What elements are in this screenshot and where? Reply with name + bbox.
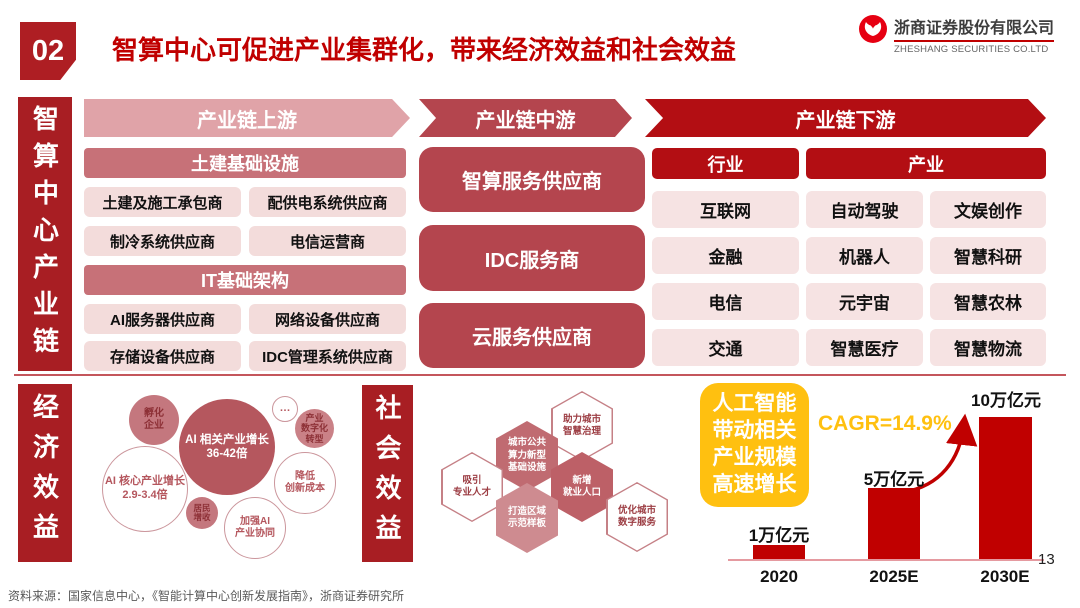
- upstream-item: 配供电系统供应商: [249, 187, 406, 217]
- bar-2020: [753, 544, 805, 559]
- upstream-item: 制冷系统供应商: [84, 226, 241, 256]
- midstream-item: IDC服务商: [419, 225, 645, 291]
- bar-value-label: 5万亿元: [863, 470, 925, 489]
- upstream-item: 土建及施工承包商: [84, 187, 241, 217]
- bubble-digital-transform: 产业 数字化 转型: [295, 409, 334, 448]
- company-logo: 浙商证券股份有限公司 ZHESHANG SECURITIES CO.LTD: [858, 14, 1055, 55]
- logo-text: 浙商证券股份有限公司 ZHESHANG SECURITIES CO.LTD: [894, 14, 1055, 55]
- downstream-item: 互联网: [652, 191, 799, 228]
- downstream-item: 智慧农林: [930, 283, 1046, 320]
- company-name-cn: 浙商证券股份有限公司: [894, 20, 1055, 37]
- upstream-item: AI服务器供应商: [84, 304, 241, 334]
- hex-new-employment: 新增 就业人口: [551, 452, 613, 522]
- bubble-resident-income: 居民 增收: [186, 497, 218, 529]
- downstream-item: 文娱创作: [930, 191, 1046, 228]
- hex-smart-governance: 助力城市 智慧治理: [551, 391, 613, 461]
- downstream-item: 智慧科研: [930, 237, 1046, 274]
- bar-2030e: [979, 417, 1032, 559]
- logo-underline: [894, 40, 1055, 42]
- downstream-item: 电信: [652, 283, 799, 320]
- bar-value-label: 10万亿元: [971, 391, 1041, 410]
- upstream-item: 电信运营商: [249, 226, 406, 256]
- downstream-item: 智慧医疗: [806, 329, 923, 366]
- upstream-arrow: 产业链上游: [84, 99, 410, 137]
- bubble-ai-related-growth: AI 相关产业增长 36-42倍: [179, 399, 275, 495]
- bar-value-label: 1万亿元: [748, 526, 810, 545]
- section-number-badge: 02: [20, 22, 76, 80]
- midstream-item: 云服务供应商: [419, 303, 645, 368]
- economic-side-label: 经济效益: [18, 384, 72, 562]
- hex-public-computing-infra: 城市公共 算力新型 基础设施: [496, 421, 558, 491]
- midstream-arrow: 产业链中游: [419, 99, 632, 137]
- bar-2025e: [868, 488, 920, 559]
- x-axis-label: 2020: [760, 567, 798, 586]
- chart-axis-line: [728, 559, 1044, 561]
- upstream-group-header: IT基础架构: [84, 265, 406, 295]
- downstream-col-header-application: 产业: [806, 148, 1046, 179]
- social-side-label: 社会效益: [362, 385, 413, 562]
- growth-callout: 人工智能 带动相关 产业规模 高速增长: [700, 383, 809, 507]
- upstream-item: 网络设备供应商: [249, 304, 406, 334]
- bubble-ai-synergy: 加强AI 产业协同: [224, 497, 286, 559]
- bubble-incubate: 孵化 企业: [129, 395, 179, 445]
- downstream-item: 自动驾驶: [806, 191, 923, 228]
- bubble-ai-core-growth: AI 核心产业增长 2.9-3.4倍: [102, 446, 188, 532]
- company-name-en: ZHESHANG SECURITIES CO.LTD: [894, 44, 1049, 55]
- hex-regional-model: 打造区域 示范样板: [496, 483, 558, 553]
- midstream-item: 智算服务供应商: [419, 147, 645, 212]
- upstream-group-header: 土建基础设施: [84, 148, 406, 178]
- page-number: 13: [1038, 551, 1055, 568]
- hex-attract-talent: 吸引 专业人才: [441, 452, 503, 522]
- downstream-item: 交通: [652, 329, 799, 366]
- section-divider: [14, 374, 1066, 376]
- x-axis-label: 2025E: [869, 567, 919, 586]
- zheshang-logo-icon: [859, 15, 887, 43]
- page-title: 智算中心可促进产业集群化，带来经济效益和社会效益: [112, 35, 737, 65]
- upstream-item: 存储设备供应商: [84, 341, 241, 371]
- downstream-item: 机器人: [806, 237, 923, 274]
- upstream-item: IDC管理系统供应商: [249, 341, 406, 371]
- bubble-lower-cost: 降低 创新成本: [274, 452, 336, 514]
- bubble-more-dots: …: [272, 396, 298, 422]
- cagr-annotation: CAGR=14.9%: [818, 412, 952, 435]
- downstream-col-header-industry: 行业: [652, 148, 799, 179]
- downstream-item: 元宇宙: [806, 283, 923, 320]
- downstream-item: 金融: [652, 237, 799, 274]
- downstream-arrow: 产业链下游: [645, 99, 1046, 137]
- source-note: 资料来源：国家信息中心，《智能计算中心创新发展指南》，浙商证券研究所: [8, 589, 405, 603]
- chain-side-label: 智算中心产业链: [18, 97, 72, 371]
- x-axis-label: 2030E: [980, 567, 1030, 586]
- downstream-item: 智慧物流: [930, 329, 1046, 366]
- hex-digital-services: 优化城市 数字服务: [606, 482, 668, 552]
